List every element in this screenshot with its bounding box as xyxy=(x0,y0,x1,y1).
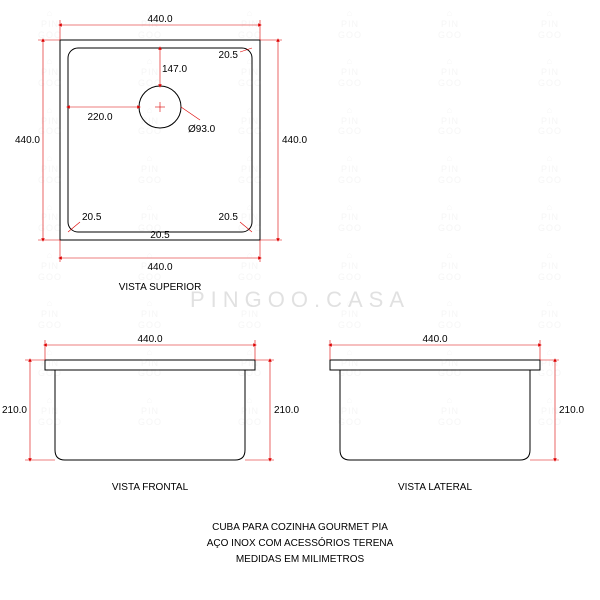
footer-line3: MEDIDAS EM MILIMETROS xyxy=(236,554,365,565)
dim-left-height: 440.0 xyxy=(15,135,40,146)
dim-side-width: 440.0 xyxy=(422,334,447,345)
side-view: 440.0 210.0 VISTA LATERAL xyxy=(330,334,584,493)
footer-line2: AÇO INOX COM ACESSÓRIOS TERENA xyxy=(207,536,394,549)
dim-corner-bl: 20.5 xyxy=(82,212,102,223)
dim-front-h-l: 210.0 xyxy=(2,405,27,416)
dim-drain-dia: Ø93.0 xyxy=(188,124,216,135)
dim-top-width: 440.0 xyxy=(147,14,172,25)
dim-corner-b: 20.5 xyxy=(150,230,170,241)
drawing-canvas: 440.0 440.0 440.0 440.0 20.5 20.5 20.5 2… xyxy=(0,0,600,600)
footer-line1: CUBA PARA COZINHA GOURMET PIA xyxy=(212,522,388,533)
dim-bottom-width: 440.0 xyxy=(147,262,172,273)
top-view-title: VISTA SUPERIOR xyxy=(119,282,202,293)
front-view-title: VISTA FRONTAL xyxy=(112,482,189,493)
dim-front-h-r: 210.0 xyxy=(274,405,299,416)
dim-corner-tr: 20.5 xyxy=(219,50,239,61)
dim-drain-x: 220.0 xyxy=(87,112,112,123)
dim-side-h-r: 210.0 xyxy=(559,405,584,416)
dim-corner-br: 20.5 xyxy=(219,212,239,223)
dim-right-height: 440.0 xyxy=(282,135,307,146)
top-view: 440.0 440.0 440.0 440.0 20.5 20.5 20.5 2… xyxy=(15,14,307,293)
side-view-title: VISTA LATERAL xyxy=(398,482,473,493)
dim-drain-y: 147.0 xyxy=(162,64,187,75)
front-view: 440.0 210.0 210.0 VISTA FRONTAL xyxy=(2,334,299,493)
dim-front-width: 440.0 xyxy=(137,334,162,345)
